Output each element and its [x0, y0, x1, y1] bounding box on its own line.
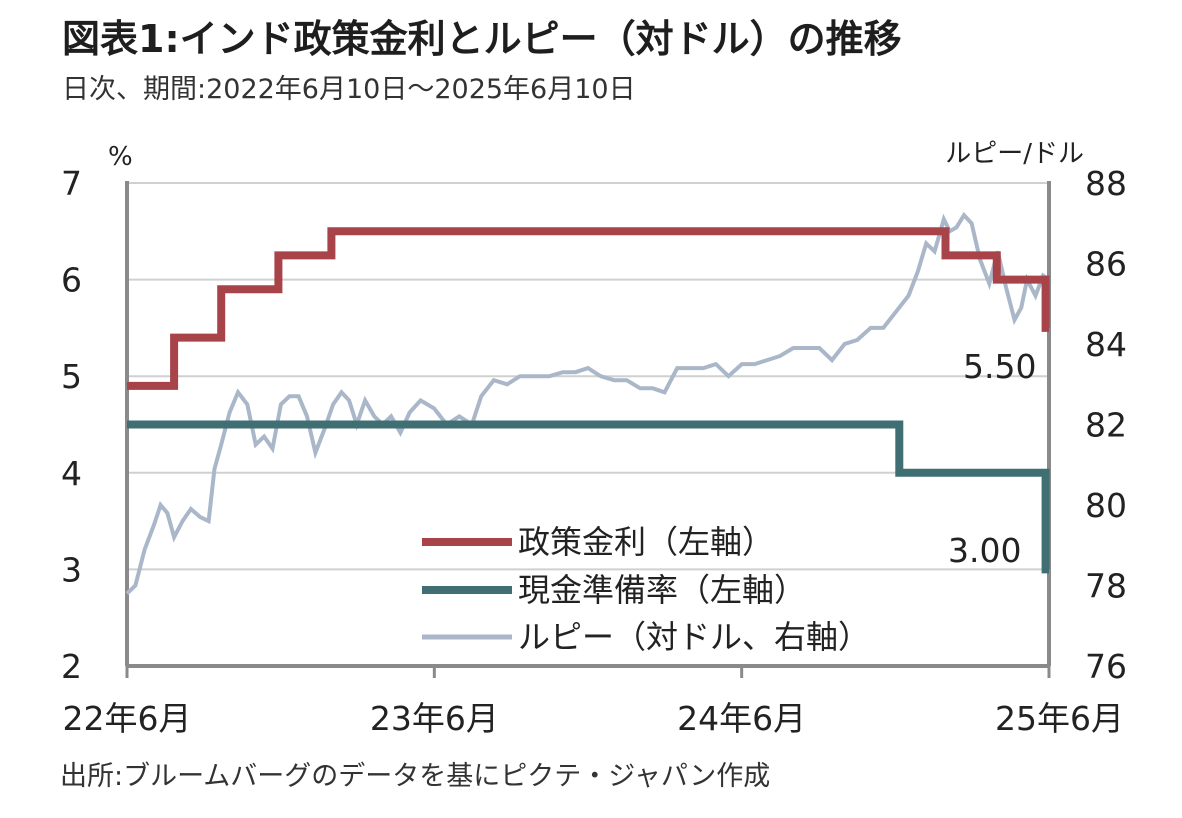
y-left-tick-label: 6 — [61, 261, 82, 300]
y-left-tick-label: 7 — [61, 164, 82, 203]
y-right-tick-label: 82 — [1085, 406, 1127, 445]
chart-subtitle: 日次、期間:2022年6月10日～2025年6月10日 — [62, 74, 636, 105]
source-note: 出所:ブルームバーグのデータを基にピクテ・ジャパン作成 — [60, 761, 770, 792]
x-tick-label: 23年6月 — [370, 699, 499, 738]
chart-title: 図表1:インド政策金利とルピー（対ドル）の推移 — [62, 17, 902, 61]
legend-label-rupee: ルピー（対ドル、右軸） — [518, 618, 870, 656]
axes: 2 3 4 5 6 7 76 78 80 82 84 86 88 22年6月 23年6月 24年6月 25年6月 — [61, 164, 1127, 738]
gridlines — [127, 182, 1049, 571]
y-left-unit-label: % — [108, 142, 133, 172]
legend-label-crr: 現金準備率（左軸） — [518, 571, 806, 609]
y-right-tick-label: 86 — [1085, 245, 1127, 284]
y-left-tick-label: 2 — [61, 647, 82, 686]
legend: 政策金利（左軸） 現金準備率（左軸） ルピー（対ドル、右軸） — [422, 523, 870, 656]
x-tick-label: 24年6月 — [677, 699, 806, 738]
x-tick-label: 25年6月 — [995, 699, 1124, 738]
y-left-tick-label: 3 — [61, 550, 82, 589]
policy-rate-end-label: 5.50 — [963, 347, 1036, 386]
policy-rate-line — [127, 227, 1050, 390]
y-left-tick-label: 4 — [61, 454, 82, 493]
series — [125, 211, 1051, 596]
y-left-tick-label: 5 — [61, 357, 82, 396]
crr-line — [127, 420, 1050, 574]
y-right-tick-label: 78 — [1085, 567, 1127, 606]
rupee-line — [125, 211, 1051, 596]
y-right-tick-label: 84 — [1085, 325, 1127, 364]
y-right-tick-label: 76 — [1085, 647, 1127, 686]
y-right-tick-label: 80 — [1085, 486, 1127, 525]
x-tick-label: 22年6月 — [63, 699, 192, 738]
y-right-tick-label: 88 — [1085, 164, 1127, 203]
legend-label-policy-rate: 政策金利（左軸） — [518, 523, 774, 561]
crr-end-label: 3.00 — [948, 531, 1021, 570]
y-right-unit-label: ルピー/ドル — [945, 139, 1084, 169]
